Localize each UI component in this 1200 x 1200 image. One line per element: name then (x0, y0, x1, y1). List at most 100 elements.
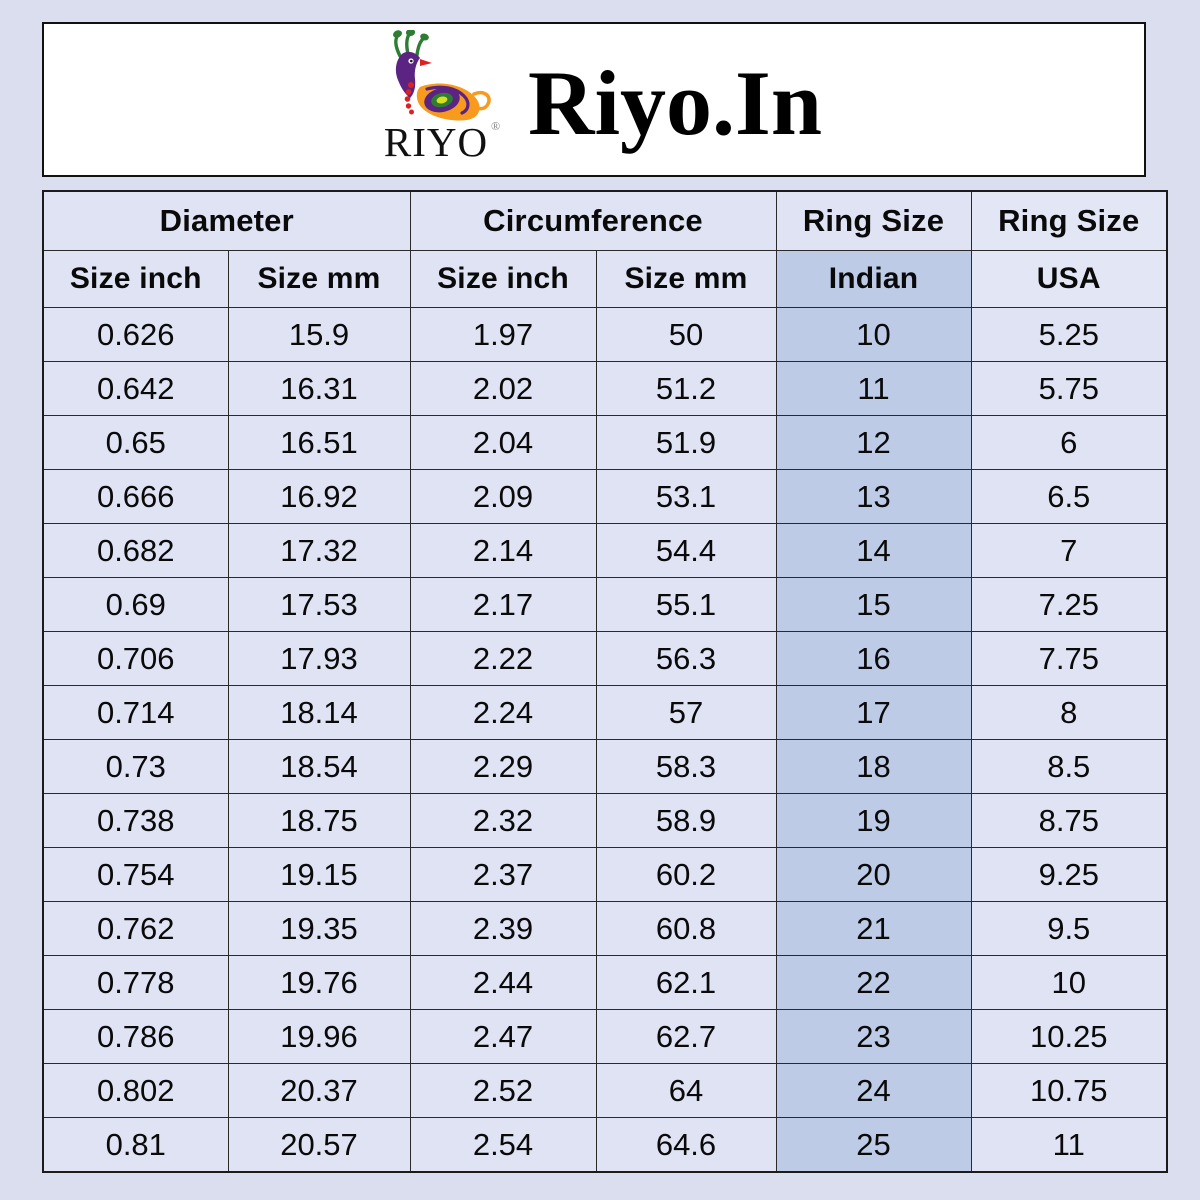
registered-mark: ® (491, 118, 502, 133)
cell-diameter-mm: 18.75 (227, 793, 411, 848)
cell-diameter-inch: 0.786 (42, 1009, 229, 1064)
cell-circumference-mm: 60.8 (595, 901, 777, 956)
cell-circumference-mm: 50 (595, 307, 777, 362)
cell-circumference-inch: 2.32 (409, 793, 597, 848)
cell-ring-size-usa: 5.75 (970, 361, 1168, 416)
cell-ring-size-usa: 11 (970, 1117, 1168, 1173)
cell-diameter-mm: 18.14 (227, 685, 411, 740)
cell-ring-size-indian: 16 (775, 631, 972, 686)
cell-diameter-mm: 20.57 (227, 1117, 411, 1173)
cell-circumference-inch: 2.14 (409, 523, 597, 578)
cell-circumference-inch: 2.39 (409, 901, 597, 956)
cell-circumference-mm: 64.6 (595, 1117, 777, 1173)
cell-circumference-inch: 2.47 (409, 1009, 597, 1064)
cell-ring-size-usa: 7 (970, 523, 1168, 578)
table-row: 0.762 19.35 2.39 60.8 21 9.5 (42, 901, 1168, 956)
cell-ring-size-indian: 12 (775, 415, 972, 470)
cell-diameter-inch: 0.706 (42, 631, 229, 686)
brand-header: RIYO ® Riyo.In (42, 22, 1146, 177)
cell-circumference-mm: 60.2 (595, 847, 777, 902)
cell-circumference-inch: 2.29 (409, 739, 597, 794)
cell-ring-size-indian: 21 (775, 901, 972, 956)
cell-diameter-inch: 0.73 (42, 739, 229, 794)
cell-diameter-mm: 19.96 (227, 1009, 411, 1064)
cell-ring-size-usa: 9.5 (970, 901, 1168, 956)
cell-ring-size-indian: 23 (775, 1009, 972, 1064)
group-header-ring-size-indian: Ring Size (775, 190, 972, 251)
cell-ring-size-indian: 25 (775, 1117, 972, 1173)
riyo-logo: RIYO ® (366, 29, 506, 170)
table-row: 0.682 17.32 2.14 54.4 14 7 (42, 523, 1168, 578)
table-header: Diameter Circumference Ring Size Ring Si… (42, 190, 1168, 308)
peacock-logo-icon (393, 29, 491, 120)
cell-circumference-mm: 58.3 (595, 739, 777, 794)
table-row: 0.642 16.31 2.02 51.2 11 5.75 (42, 361, 1168, 416)
cell-circumference-inch: 2.24 (409, 685, 597, 740)
cell-ring-size-indian: 24 (775, 1063, 972, 1118)
cell-ring-size-usa: 5.25 (970, 307, 1168, 362)
cell-diameter-inch: 0.802 (42, 1063, 229, 1118)
cell-diameter-mm: 16.92 (227, 469, 411, 524)
cell-ring-size-usa: 6 (970, 415, 1168, 470)
table-row: 0.738 18.75 2.32 58.9 19 8.75 (42, 793, 1168, 848)
cell-diameter-mm: 19.76 (227, 955, 411, 1010)
cell-diameter-mm: 20.37 (227, 1063, 411, 1118)
cell-circumference-inch: 2.09 (409, 469, 597, 524)
cell-ring-size-indian: 19 (775, 793, 972, 848)
table-body: 0.626 15.9 1.97 50 10 5.25 0.642 16.31 2.02 51.2 1… (42, 307, 1168, 1173)
cell-diameter-mm: 16.31 (227, 361, 411, 416)
cell-circumference-mm: 54.4 (595, 523, 777, 578)
table-row: 0.802 20.37 2.52 64 24 10.75 (42, 1063, 1168, 1118)
cell-circumference-mm: 55.1 (595, 577, 777, 632)
table-row: 0.65 16.51 2.04 51.9 12 6 (42, 415, 1168, 470)
cell-diameter-mm: 18.54 (227, 739, 411, 794)
sub-header-usa: USA (970, 250, 1168, 308)
cell-ring-size-usa: 8.75 (970, 793, 1168, 848)
cell-ring-size-usa: 10.25 (970, 1009, 1168, 1064)
cell-circumference-inch: 2.52 (409, 1063, 597, 1118)
ring-size-table: Diameter Circumference Ring Size Ring Si… (42, 190, 1169, 1173)
cell-diameter-mm: 17.53 (227, 577, 411, 632)
sub-header-circumference-mm: Size mm (595, 250, 777, 308)
table-row: 0.778 19.76 2.44 62.1 22 10 (42, 955, 1168, 1010)
table-row: 0.81 20.57 2.54 64.6 25 11 (42, 1117, 1168, 1173)
cell-diameter-inch: 0.626 (42, 307, 229, 362)
cell-ring-size-usa: 8 (970, 685, 1168, 740)
cell-circumference-mm: 53.1 (595, 469, 777, 524)
cell-circumference-inch: 1.97 (409, 307, 597, 362)
sub-header-row: Size inch Size mm Size inch Size mm Indi… (42, 250, 1168, 308)
cell-ring-size-indian: 10 (775, 307, 972, 362)
sub-header-circumference-inch: Size inch (409, 250, 597, 308)
cell-ring-size-indian: 17 (775, 685, 972, 740)
cell-diameter-inch: 0.762 (42, 901, 229, 956)
sub-header-diameter-inch: Size inch (42, 250, 229, 308)
brand-title: Riyo.In (528, 51, 822, 154)
cell-diameter-inch: 0.65 (42, 415, 229, 470)
cell-circumference-inch: 2.22 (409, 631, 597, 686)
cell-diameter-inch: 0.714 (42, 685, 229, 740)
cell-diameter-inch: 0.754 (42, 847, 229, 902)
cell-circumference-mm: 57 (595, 685, 777, 740)
table-row: 0.754 19.15 2.37 60.2 20 9.25 (42, 847, 1168, 902)
cell-diameter-inch: 0.642 (42, 361, 229, 416)
cell-diameter-mm: 16.51 (227, 415, 411, 470)
table-row: 0.786 19.96 2.47 62.7 23 10.25 (42, 1009, 1168, 1064)
cell-diameter-inch: 0.738 (42, 793, 229, 848)
cell-diameter-mm: 19.15 (227, 847, 411, 902)
cell-circumference-mm: 62.1 (595, 955, 777, 1010)
cell-ring-size-usa: 8.5 (970, 739, 1168, 794)
cell-ring-size-indian: 14 (775, 523, 972, 578)
cell-ring-size-indian: 18 (775, 739, 972, 794)
riyo-wordmark: RIYO ® (384, 120, 500, 163)
cell-circumference-mm: 56.3 (595, 631, 777, 686)
cell-circumference-inch: 2.02 (409, 361, 597, 416)
cell-diameter-mm: 17.93 (227, 631, 411, 686)
group-header-row: Diameter Circumference Ring Size Ring Si… (42, 190, 1168, 251)
cell-circumference-mm: 62.7 (595, 1009, 777, 1064)
cell-circumference-inch: 2.04 (409, 415, 597, 470)
cell-ring-size-indian: 11 (775, 361, 972, 416)
sub-header-indian: Indian (775, 250, 972, 308)
cell-circumference-inch: 2.37 (409, 847, 597, 902)
cell-ring-size-indian: 20 (775, 847, 972, 902)
